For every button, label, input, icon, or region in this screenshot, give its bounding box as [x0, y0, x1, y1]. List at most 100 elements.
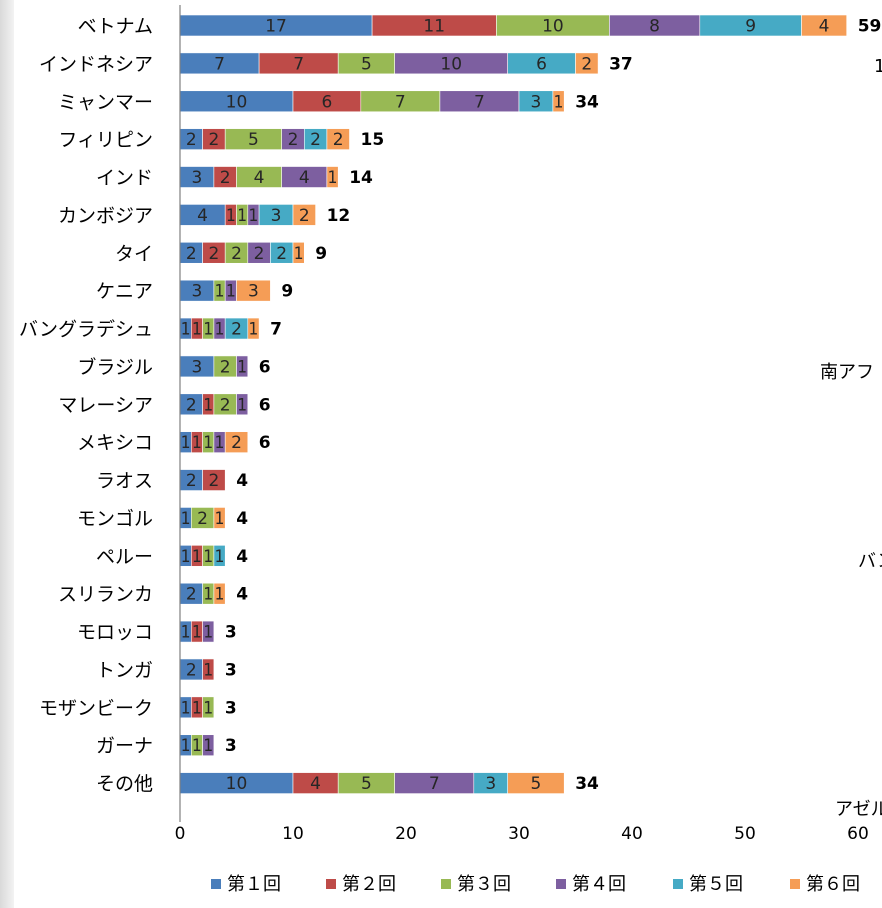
legend-swatch-1 [211, 879, 221, 889]
segment-value-label: 2 [197, 509, 208, 529]
side-label-azer: アゼル [835, 799, 882, 820]
segment-value-label: 2 [254, 244, 265, 264]
category-label: インドネシア [39, 53, 153, 75]
segment-value-label: 2 [310, 130, 321, 150]
segment-value-label: 3 [248, 282, 259, 302]
total-label: 34 [575, 92, 599, 112]
segment-value-label: 6 [536, 54, 547, 74]
total-label: 4 [236, 471, 248, 491]
segment-value-label: 4 [254, 168, 265, 188]
segment-value-label: 1 [203, 320, 213, 340]
category-label: トンガ [96, 659, 153, 681]
legend-label-4: 第４回 [572, 874, 626, 895]
legend: 第１回 第２回 第３回 第４回 第５回 第６回 [211, 874, 860, 895]
category-label: バングラデシュ [19, 319, 153, 341]
segment-value-label: 4 [819, 17, 830, 37]
segment-value-label: 7 [395, 92, 406, 112]
segment-value-label: 2 [208, 130, 219, 150]
total-label: 7 [270, 320, 282, 340]
segment-value-label: 1 [181, 547, 191, 567]
segment-value-label: 3 [192, 168, 203, 188]
total-label: 15 [361, 130, 385, 150]
bar-segment-6 [801, 14, 848, 37]
segment-value-label: 1 [192, 433, 202, 453]
x-tick-label: 60 [847, 824, 869, 844]
right-side-clipped-labels: 1 南アフ バン アゼル [820, 56, 882, 820]
segment-value-label: 11 [423, 17, 445, 37]
segment-value-label: 1 [181, 698, 191, 718]
segment-value-label: 2 [581, 54, 592, 74]
total-label: 59 [858, 17, 882, 37]
bar-segment-4 [202, 734, 215, 757]
bar-segment-4 [236, 393, 249, 416]
bar-segment-6 [292, 241, 305, 264]
segment-value-label: 1 [203, 698, 213, 718]
x-tick-labels-group: 0 10 20 30 40 50 60 [175, 824, 869, 844]
category-label: ベトナム [78, 16, 153, 38]
segment-value-label: 1 [203, 623, 213, 643]
legend-label-5: 第５回 [689, 874, 743, 895]
category-label: スリランカ [58, 584, 153, 606]
legend-swatch-3 [441, 879, 451, 889]
segment-value-label: 1 [328, 168, 338, 188]
segment-value-label: 3 [192, 282, 203, 302]
category-label: ガーナ [96, 735, 153, 757]
segment-value-label: 9 [745, 17, 756, 37]
category-label: フィリピン [58, 129, 153, 151]
total-label: 14 [349, 168, 373, 188]
segment-value-label: 1 [237, 357, 247, 377]
total-label: 4 [236, 509, 248, 529]
segment-value-label: 1 [203, 660, 213, 680]
segment-value-label: 1 [181, 623, 191, 643]
total-label: 12 [327, 206, 351, 226]
segment-value-label: 2 [231, 244, 242, 264]
bar-segment-6 [213, 582, 226, 605]
segment-value-label: 8 [649, 17, 660, 37]
segment-value-label: 2 [186, 395, 197, 415]
side-label-ban: バン [858, 551, 882, 572]
side-fragment-1: 1 [874, 56, 882, 77]
total-label: 4 [236, 547, 248, 567]
segment-labels-group: 17 11 10 8 9 47 7 5 10 6 210 6 7 7 3 12 2 5 2 2 23 2 4 4 14 1 1 1 3 2… [181, 17, 830, 795]
segment-value-label: 5 [361, 54, 372, 74]
legend-swatch-6 [790, 879, 800, 889]
legend-label-1: 第１回 [227, 874, 281, 895]
total-label: 6 [259, 395, 271, 415]
bar-segment-4 [236, 355, 249, 378]
category-labels-group: ベトナムインドネシアミャンマーフィリピンインドカンボジアタイケニアバングラデシュ… [19, 16, 153, 796]
segment-value-label: 3 [271, 206, 282, 226]
segment-value-label: 2 [231, 433, 242, 453]
x-tick-label: 20 [395, 824, 417, 844]
legend-swatch-2 [326, 879, 336, 889]
segment-value-label: 1 [215, 509, 225, 529]
segment-value-label: 1 [181, 736, 191, 756]
category-label: モザンビーク [39, 697, 153, 719]
segment-value-label: 1 [181, 509, 191, 529]
category-label: マレーシア [58, 394, 153, 416]
segment-value-label: 2 [220, 395, 231, 415]
legend-label-2: 第２回 [342, 874, 396, 895]
bar-segment-6 [507, 772, 565, 794]
segment-value-label: 1 [215, 320, 225, 340]
segment-value-label: 1 [203, 736, 213, 756]
legend-swatch-5 [673, 879, 683, 889]
total-label: 34 [575, 774, 599, 794]
total-label: 9 [315, 244, 327, 264]
bars-group [179, 14, 848, 794]
segment-value-label: 1 [203, 547, 213, 567]
bar-segment-2 [202, 469, 226, 491]
segment-value-label: 10 [226, 92, 248, 112]
x-tick-label: 0 [175, 824, 186, 844]
legend-swatch-4 [556, 879, 566, 889]
segment-value-label: 7 [474, 92, 485, 112]
segment-value-label: 1 [192, 698, 202, 718]
segment-value-label: 2 [208, 244, 219, 264]
segment-value-label: 3 [531, 92, 542, 112]
segment-value-label: 1 [203, 433, 213, 453]
segment-value-label: 1 [237, 206, 247, 226]
segment-value-label: 2 [186, 244, 197, 264]
segment-value-label: 5 [248, 130, 259, 150]
segment-value-label: 2 [208, 471, 219, 491]
segment-value-label: 10 [440, 54, 462, 74]
segment-value-label: 1 [203, 585, 213, 605]
